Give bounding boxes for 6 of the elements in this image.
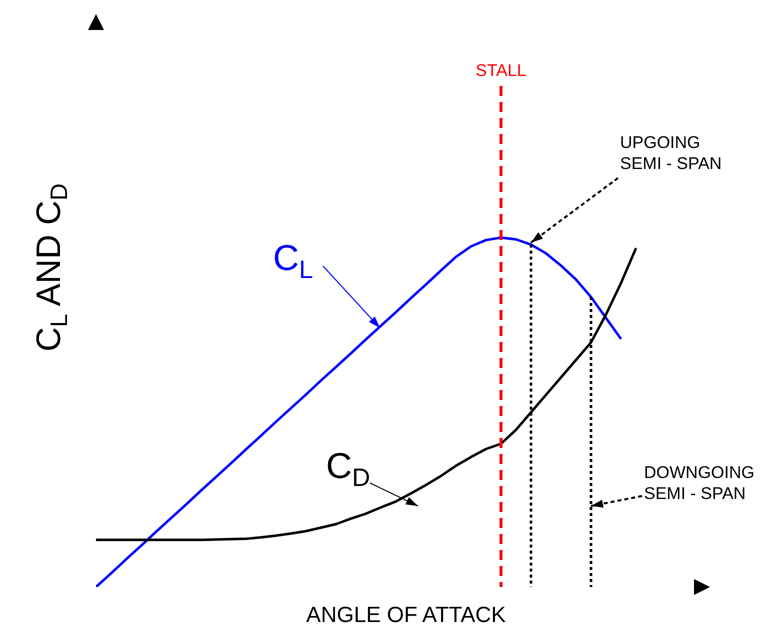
text: UPGOING SEMI - SPAN <box>620 133 722 173</box>
text: C$_{L}$ <box>273 237 314 284</box>
x-axis-title: ANGLE OF ATTACK <box>306 602 506 627</box>
annotation: DOWNGOING SEMI - SPAN <box>644 463 754 503</box>
text: STALL <box>476 61 526 80</box>
series-label: C$_{D}$ <box>326 445 370 492</box>
